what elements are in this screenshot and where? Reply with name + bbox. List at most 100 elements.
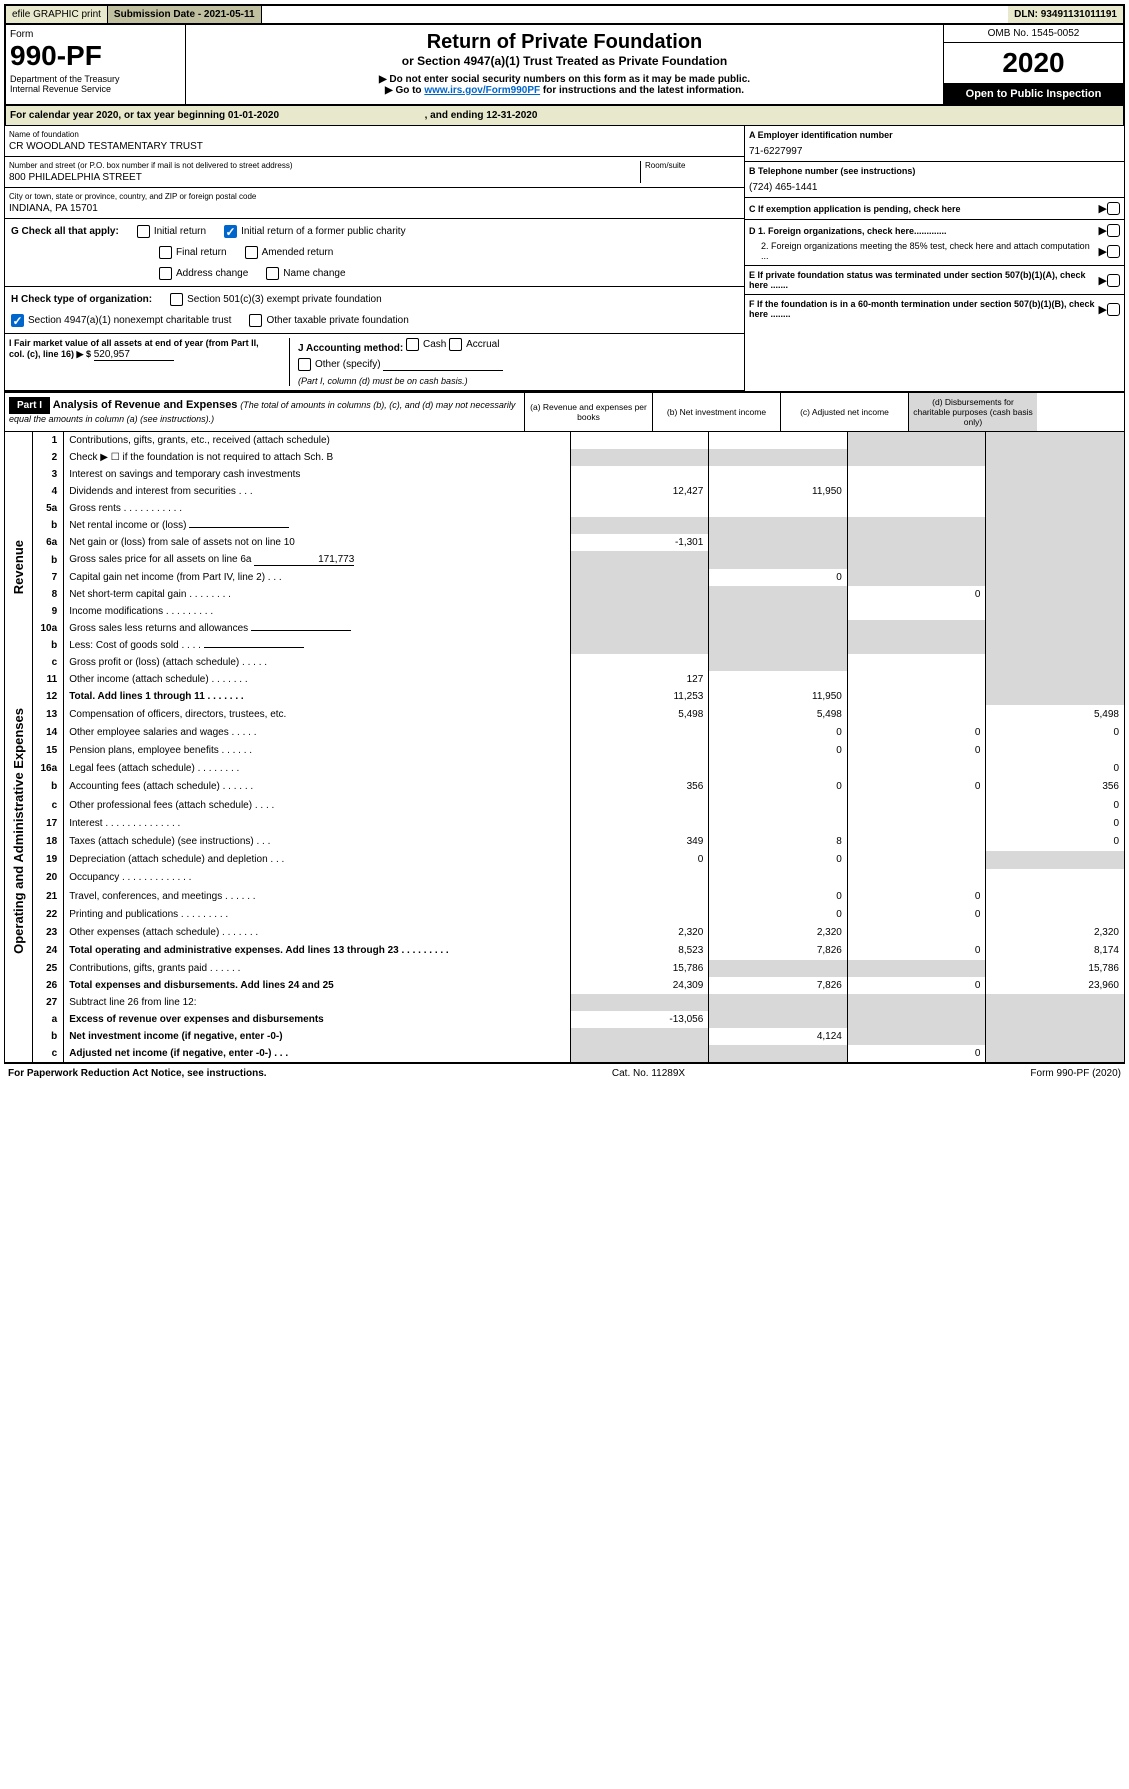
cell-d bbox=[986, 637, 1125, 654]
table-row: bAccounting fees (attach schedule) . . .… bbox=[5, 778, 1125, 796]
cb-final-return[interactable]: Final return bbox=[159, 246, 227, 259]
cell-b bbox=[709, 796, 848, 814]
form-number: 990-PF bbox=[10, 40, 181, 72]
cb-cash[interactable]: Cash bbox=[406, 338, 446, 351]
row-number: 26 bbox=[33, 977, 64, 994]
cell-a bbox=[570, 760, 709, 778]
row-number: 21 bbox=[33, 887, 64, 905]
table-row: bLess: Cost of goods sold . . . . bbox=[5, 637, 1125, 654]
cb-d1[interactable] bbox=[1107, 224, 1120, 237]
row-number: 16a bbox=[33, 760, 64, 778]
row-number: c bbox=[33, 796, 64, 814]
c-label: C If exemption application is pending, c… bbox=[749, 204, 1099, 214]
cb-name-change[interactable]: Name change bbox=[266, 267, 345, 280]
irs-link[interactable]: www.irs.gov/Form990PF bbox=[424, 85, 540, 96]
cell-d bbox=[986, 671, 1125, 688]
cb-accrual[interactable]: Accrual bbox=[449, 338, 499, 351]
dln: DLN: 93491131011191 bbox=[1008, 6, 1123, 23]
street-address: 800 PHILADELPHIA STREET bbox=[9, 170, 640, 183]
row-label: Net investment income (if negative, ente… bbox=[64, 1028, 571, 1045]
row-number: 17 bbox=[33, 814, 64, 832]
cell-c bbox=[847, 923, 986, 941]
cb-f[interactable] bbox=[1107, 303, 1120, 316]
cell-d bbox=[986, 603, 1125, 620]
cb-initial-return[interactable]: Initial return bbox=[137, 225, 206, 238]
h-check-row: H Check type of organization: Section 50… bbox=[5, 287, 744, 334]
row-label: Total. Add lines 1 through 11 . . . . . … bbox=[64, 688, 571, 705]
cell-b: 7,826 bbox=[709, 942, 848, 960]
row-number: c bbox=[33, 1045, 64, 1063]
row-label: Compensation of officers, directors, tru… bbox=[64, 705, 571, 723]
cb-other-taxable[interactable]: Other taxable private foundation bbox=[249, 314, 408, 327]
row-number: a bbox=[33, 1011, 64, 1028]
cell-b: 0 bbox=[709, 851, 848, 869]
cell-a: -1,301 bbox=[570, 534, 709, 551]
blank-side bbox=[5, 1045, 33, 1063]
cell-c bbox=[847, 449, 986, 466]
topbar: efile GRAPHIC print Submission Date - 20… bbox=[4, 4, 1125, 25]
fmv-row: I Fair market value of all assets at end… bbox=[5, 334, 744, 391]
revenue-side-label: Revenue bbox=[5, 432, 33, 705]
cb-address-change[interactable]: Address change bbox=[159, 267, 248, 280]
cell-c bbox=[847, 466, 986, 483]
cell-c bbox=[847, 814, 986, 832]
cell-a bbox=[570, 905, 709, 923]
cell-d bbox=[986, 432, 1125, 449]
row-label: Occupancy . . . . . . . . . . . . . bbox=[64, 869, 571, 887]
table-row: Operating and Administrative Expenses13C… bbox=[5, 705, 1125, 723]
j-label: J Accounting method: bbox=[298, 343, 403, 354]
cb-501c3[interactable]: Section 501(c)(3) exempt private foundat… bbox=[170, 293, 382, 306]
table-row: 24Total operating and administrative exp… bbox=[5, 942, 1125, 960]
cell-a bbox=[570, 466, 709, 483]
cell-c: 0 bbox=[847, 942, 986, 960]
cell-b: 0 bbox=[709, 741, 848, 759]
warning-goto: ▶ Go to www.irs.gov/Form990PF for instru… bbox=[192, 85, 937, 96]
cell-b bbox=[709, 814, 848, 832]
cell-d bbox=[986, 887, 1125, 905]
cell-c: 0 bbox=[847, 586, 986, 603]
cell-d bbox=[986, 1028, 1125, 1045]
cb-initial-former[interactable]: ✓Initial return of a former public chari… bbox=[224, 225, 406, 238]
cell-d: 23,960 bbox=[986, 977, 1125, 994]
row-number: b bbox=[33, 1028, 64, 1045]
cb-d2[interactable] bbox=[1107, 245, 1120, 258]
cell-d: 0 bbox=[986, 723, 1125, 741]
table-row: bNet rental income or (loss) bbox=[5, 517, 1125, 534]
cell-c bbox=[847, 832, 986, 850]
cb-e[interactable] bbox=[1107, 274, 1120, 287]
cell-d bbox=[986, 905, 1125, 923]
blank-side bbox=[5, 1028, 33, 1045]
row-number: b bbox=[33, 517, 64, 534]
cb-amended[interactable]: Amended return bbox=[245, 246, 334, 259]
cal-begin: For calendar year 2020, or tax year begi… bbox=[10, 110, 279, 121]
table-row: 20Occupancy . . . . . . . . . . . . . bbox=[5, 869, 1125, 887]
cell-a bbox=[570, 654, 709, 671]
analysis-table: Revenue1Contributions, gifts, grants, et… bbox=[4, 432, 1125, 1063]
table-row: 26Total expenses and disbursements. Add … bbox=[5, 977, 1125, 994]
col-b-header: (b) Net investment income bbox=[653, 393, 781, 431]
cb-4947a1[interactable]: ✓Section 4947(a)(1) nonexempt charitable… bbox=[11, 314, 231, 327]
row-label: Interest on savings and temporary cash i… bbox=[64, 466, 571, 483]
cell-a bbox=[570, 796, 709, 814]
tel-label: B Telephone number (see instructions) bbox=[749, 166, 1120, 176]
row-number: 20 bbox=[33, 869, 64, 887]
cell-b bbox=[709, 671, 848, 688]
table-row: Revenue1Contributions, gifts, grants, et… bbox=[5, 432, 1125, 449]
cell-b: 0 bbox=[709, 778, 848, 796]
footer-left: For Paperwork Reduction Act Notice, see … bbox=[8, 1068, 267, 1079]
cell-a bbox=[570, 814, 709, 832]
cb-other-method[interactable]: Other (specify) bbox=[298, 358, 381, 371]
row-number: 15 bbox=[33, 741, 64, 759]
cell-c bbox=[847, 432, 986, 449]
cell-a bbox=[570, 517, 709, 534]
table-row: 7Capital gain net income (from Part IV, … bbox=[5, 569, 1125, 586]
row-number: 7 bbox=[33, 569, 64, 586]
row-number: 10a bbox=[33, 620, 64, 637]
row-number: 18 bbox=[33, 832, 64, 850]
cb-c[interactable] bbox=[1107, 202, 1120, 215]
cell-b bbox=[709, 466, 848, 483]
efile-label: efile GRAPHIC print bbox=[6, 6, 108, 23]
cell-d bbox=[986, 869, 1125, 887]
cell-d bbox=[986, 500, 1125, 517]
g-check-row: G Check all that apply: Initial return ✓… bbox=[5, 219, 744, 287]
